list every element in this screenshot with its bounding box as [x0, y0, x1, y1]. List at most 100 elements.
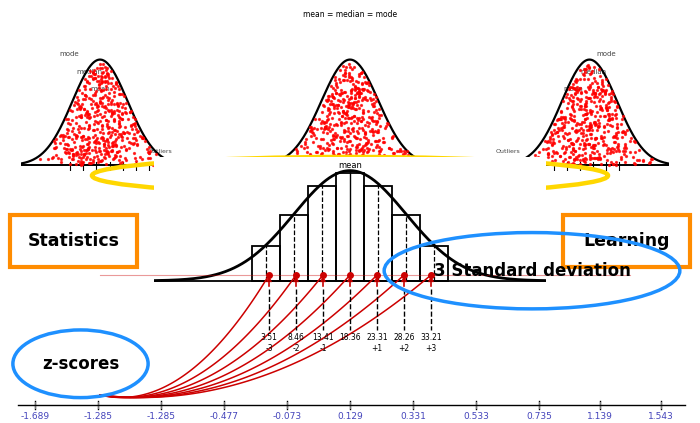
Point	[603, 110, 615, 117]
Point	[142, 154, 153, 161]
Point	[575, 85, 586, 92]
Point	[547, 158, 558, 165]
Point	[580, 155, 591, 162]
Text: Outliers: Outliers	[496, 149, 521, 154]
Point	[351, 143, 362, 150]
Point	[561, 145, 572, 152]
Point	[360, 139, 372, 146]
Point	[595, 105, 606, 112]
Point	[582, 76, 594, 83]
Point	[370, 107, 381, 114]
Point	[596, 79, 608, 85]
Point	[575, 89, 587, 96]
Point	[361, 97, 372, 104]
Point	[102, 139, 113, 146]
Point	[138, 134, 149, 141]
Point	[107, 83, 118, 90]
Point	[351, 161, 363, 168]
Point	[332, 109, 344, 116]
Point	[317, 129, 328, 135]
Point	[617, 148, 629, 155]
Point	[583, 65, 594, 72]
Text: Normal Standard distribution curve: Normal Standard distribution curve	[176, 167, 524, 184]
Point	[557, 124, 568, 130]
Point	[76, 151, 87, 157]
Point	[542, 150, 554, 157]
Point	[339, 128, 350, 135]
Point	[598, 129, 609, 135]
Point	[121, 128, 132, 135]
Point	[603, 100, 614, 107]
Point	[70, 161, 81, 168]
Point	[351, 142, 362, 148]
Point	[339, 70, 350, 77]
Point	[67, 124, 78, 131]
Point	[116, 133, 127, 140]
Point	[615, 154, 626, 160]
Point	[357, 156, 368, 163]
Point	[88, 159, 99, 165]
Point	[328, 110, 339, 116]
Point	[613, 129, 624, 136]
Point	[386, 135, 398, 141]
Point	[595, 160, 606, 167]
Point	[526, 158, 537, 165]
Point	[102, 70, 113, 77]
Point	[535, 158, 546, 165]
Point	[568, 118, 579, 124]
Point	[304, 151, 316, 157]
Point	[114, 160, 125, 167]
Point	[91, 139, 102, 146]
Point	[66, 136, 78, 143]
Point	[318, 102, 329, 109]
Point	[575, 105, 587, 112]
Point	[362, 137, 373, 143]
Point	[351, 134, 362, 141]
Point	[601, 156, 612, 163]
Point	[94, 158, 105, 165]
Point	[608, 98, 620, 104]
Point	[88, 70, 99, 77]
Point	[596, 87, 608, 94]
Point	[570, 91, 581, 98]
Point	[573, 127, 584, 134]
Point	[97, 93, 108, 100]
Point	[587, 127, 598, 134]
Point	[326, 115, 337, 122]
Point	[328, 150, 339, 157]
Point	[309, 116, 321, 123]
Point	[337, 149, 348, 156]
Text: -0.073: -0.073	[272, 412, 302, 421]
Point	[566, 104, 578, 111]
Point	[95, 75, 106, 82]
Point	[55, 133, 66, 140]
Point	[562, 137, 573, 144]
Point	[106, 142, 117, 149]
Point	[88, 134, 99, 141]
Point	[136, 156, 148, 163]
Point	[90, 88, 101, 95]
Point	[106, 101, 117, 108]
Point	[336, 112, 347, 119]
Point	[545, 134, 556, 140]
Point	[134, 133, 146, 140]
Point	[356, 102, 367, 108]
Point	[610, 115, 622, 121]
Point	[378, 159, 389, 166]
Point	[368, 131, 379, 138]
Point	[351, 143, 363, 150]
Point	[116, 115, 127, 122]
Point	[102, 70, 113, 77]
Point	[553, 132, 564, 139]
Point	[95, 72, 106, 79]
Point	[62, 133, 74, 140]
Point	[610, 161, 622, 168]
Point	[113, 119, 125, 126]
Point	[610, 107, 621, 113]
Point	[48, 137, 60, 144]
Point	[292, 147, 303, 154]
Point	[573, 145, 584, 151]
Point	[597, 83, 608, 90]
Point	[356, 145, 367, 152]
Point	[556, 116, 567, 123]
